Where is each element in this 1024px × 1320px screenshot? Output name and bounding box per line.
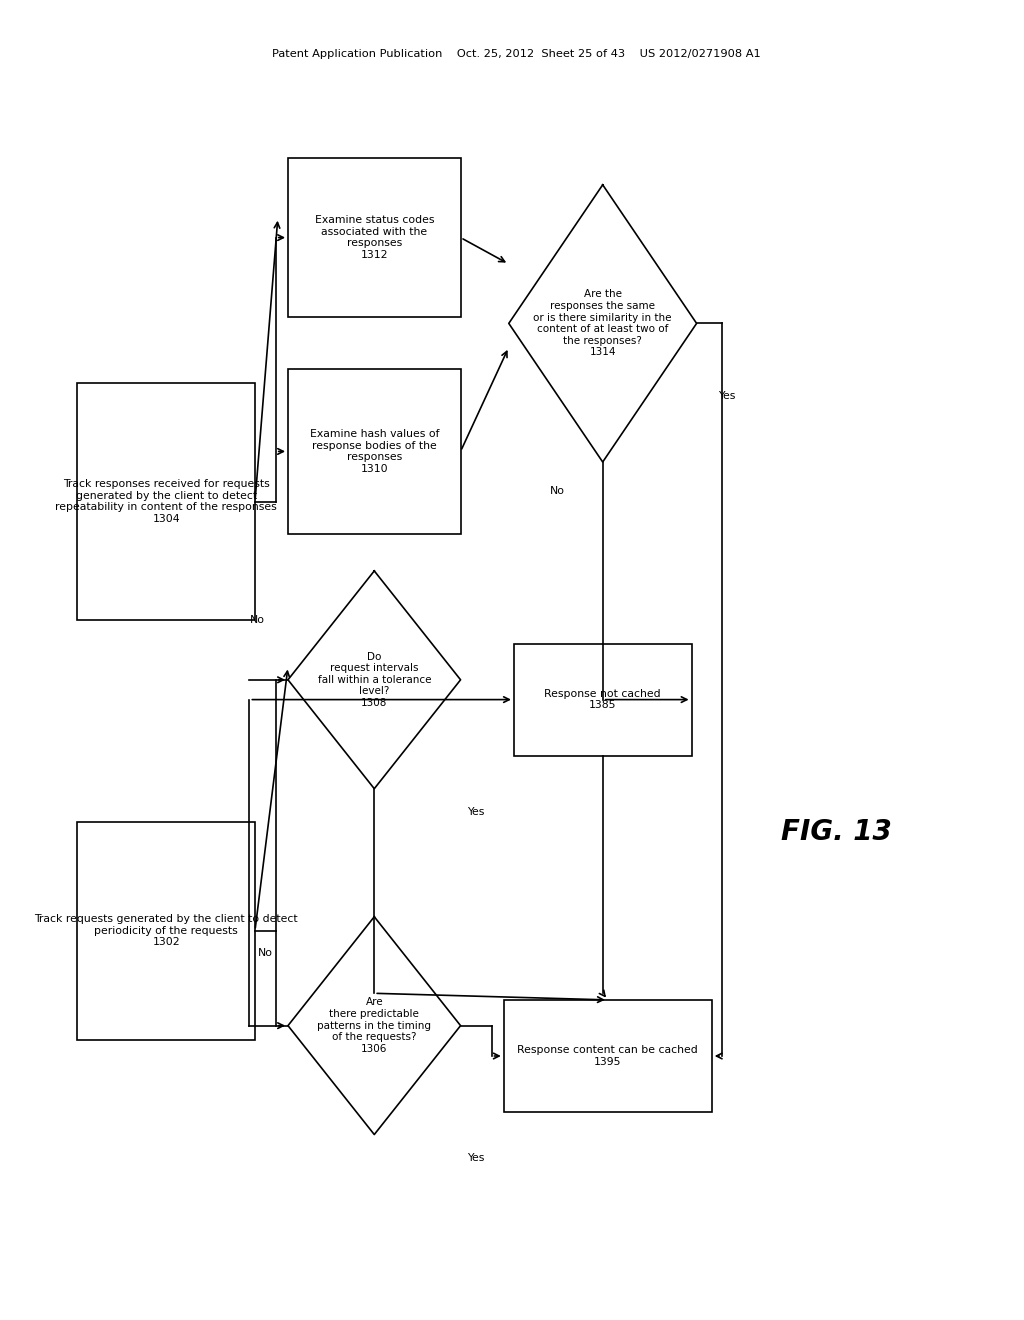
Text: Track responses received for requests
generated by the client to detect
repeatab: Track responses received for requests ge…: [55, 479, 278, 524]
Text: Response content can be cached
1395: Response content can be cached 1395: [517, 1045, 698, 1067]
Text: Examine hash values of
response bodies of the
responses
1310: Examine hash values of response bodies o…: [309, 429, 439, 474]
Text: Response not cached
1385: Response not cached 1385: [545, 689, 662, 710]
Text: Are the
responses the same
or is there similarity in the
content of at least two: Are the responses the same or is there s…: [534, 289, 672, 358]
FancyBboxPatch shape: [288, 158, 461, 317]
Text: No: No: [258, 948, 273, 958]
FancyBboxPatch shape: [78, 383, 255, 620]
Text: No: No: [250, 615, 265, 626]
Polygon shape: [288, 570, 461, 789]
Text: Yes: Yes: [467, 1154, 484, 1163]
Polygon shape: [288, 916, 461, 1134]
Text: Yes: Yes: [467, 808, 484, 817]
Text: Examine status codes
associated with the
responses
1312: Examine status codes associated with the…: [314, 215, 434, 260]
FancyBboxPatch shape: [504, 1001, 712, 1111]
Text: Patent Application Publication    Oct. 25, 2012  Sheet 25 of 43    US 2012/02719: Patent Application Publication Oct. 25, …: [272, 49, 761, 59]
FancyBboxPatch shape: [514, 644, 691, 755]
Text: Are
there predictable
patterns in the timing
of the requests?
1306: Are there predictable patterns in the ti…: [317, 998, 431, 1053]
Polygon shape: [509, 185, 696, 462]
Text: Track requests generated by the client to detect
periodicity of the requests
130: Track requests generated by the client t…: [35, 913, 298, 948]
Text: Yes: Yes: [719, 391, 735, 401]
Text: FIG. 13: FIG. 13: [781, 817, 892, 846]
Text: No: No: [550, 486, 564, 496]
FancyBboxPatch shape: [288, 368, 461, 533]
FancyBboxPatch shape: [78, 821, 255, 1040]
Text: Do
request intervals
fall within a tolerance
level?
1308: Do request intervals fall within a toler…: [317, 652, 431, 708]
